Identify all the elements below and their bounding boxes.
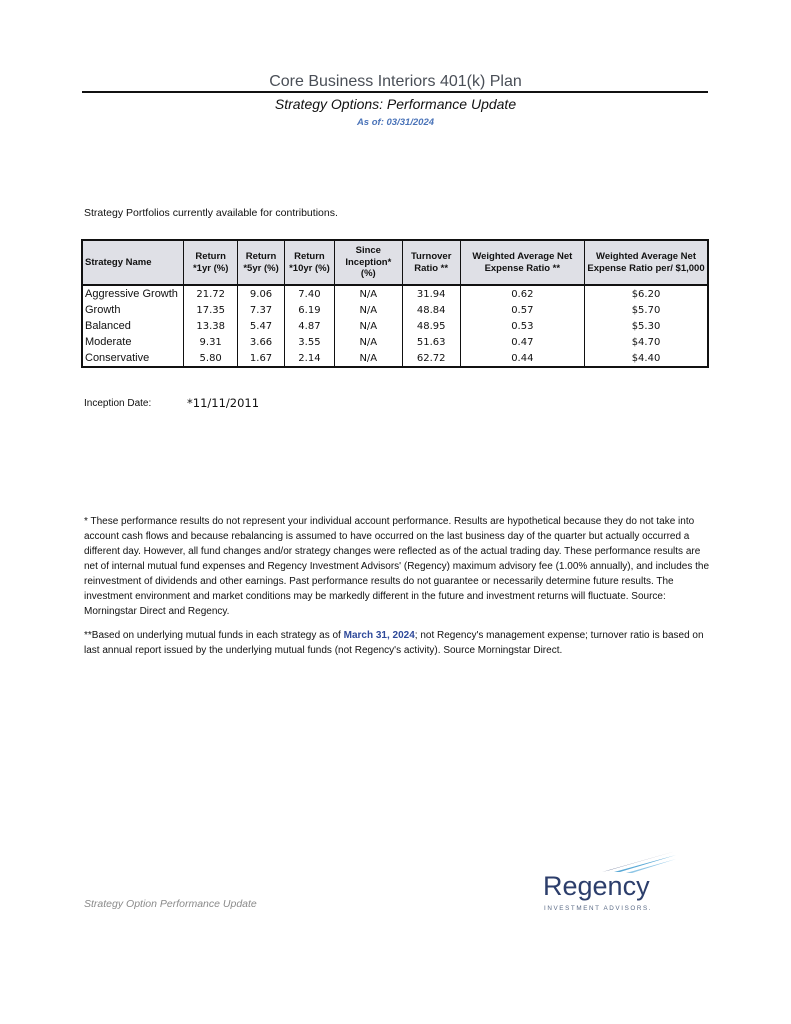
table-cell: 5.80 — [183, 350, 239, 367]
table-cell: 0.47 — [459, 334, 586, 350]
inception-label: Inception Date: — [84, 398, 152, 409]
column-header: Weighted Average Net Expense Ratio per/ … — [584, 239, 709, 286]
table-cell: 48.84 — [401, 302, 461, 318]
page-footer: Strategy Option Performance Update — [84, 898, 257, 910]
table-cell: 9.31 — [183, 334, 239, 350]
strategy-name-cell: Moderate — [81, 334, 185, 350]
table-cell: 48.95 — [401, 318, 461, 334]
footnote-text: **Based on underlying mutual funds in ea… — [84, 630, 344, 641]
table-header-row: Strategy Name Return *1yr (%) Return *5y… — [81, 239, 709, 286]
svg-text:INVESTMENT ADVISORS.: INVESTMENT ADVISORS. — [544, 905, 652, 912]
performance-disclaimer: * These performance results do not repre… — [84, 516, 710, 617]
table-cell: 2.14 — [284, 350, 335, 367]
table-cell: 7.40 — [284, 285, 335, 302]
strategy-name-cell: Conservative — [81, 350, 185, 367]
table-cell: N/A — [333, 350, 403, 367]
column-header: Strategy Name — [81, 239, 185, 286]
table-cell: N/A — [333, 285, 403, 302]
as-of-date: As of: 03/31/2024 — [356, 117, 435, 128]
column-header: Return *1yr (%) — [183, 239, 239, 286]
table-cell: 9.06 — [237, 285, 285, 302]
table-cell: 7.37 — [237, 302, 285, 318]
page-subtitle: Strategy Options: Performance Update — [274, 96, 517, 112]
table-cell: 0.44 — [459, 350, 586, 367]
table-cell: 3.55 — [284, 334, 335, 350]
table-cell: $6.20 — [584, 285, 709, 302]
strategy-performance-table: Strategy Name Return *1yr (%) Return *5y… — [81, 239, 709, 368]
table-row: Growth 17.35 7.37 6.19 N/A 48.84 0.57 $5.70 — [81, 302, 709, 318]
column-header: Return *10yr (%) — [284, 239, 335, 286]
table-cell: N/A — [333, 334, 403, 350]
table-cell: N/A — [333, 302, 403, 318]
table-cell: N/A — [333, 318, 403, 334]
table-cell: 13.38 — [183, 318, 239, 334]
table-cell: 1.67 — [237, 350, 285, 367]
table-row: Conservative 5.80 1.67 2.14 N/A 62.72 0.44 $4.4… — [81, 350, 709, 367]
intro-text: Strategy Portfolios currently available … — [84, 207, 338, 219]
table-cell: 4.87 — [284, 318, 335, 334]
table-cell: 0.53 — [459, 318, 586, 334]
table-cell: 17.35 — [183, 302, 239, 318]
table-cell: 21.72 — [183, 285, 239, 302]
table-row: Aggressive Growth 21.72 9.06 7.40 N/A 31.94 0.… — [81, 285, 709, 302]
expense-footnote: **Based on underlying mutual funds in ea… — [84, 628, 714, 658]
table-cell: 0.62 — [459, 285, 586, 302]
table-cell: $4.70 — [584, 334, 709, 350]
strategy-name-cell: Aggressive Growth — [81, 285, 185, 302]
footnote-text: ; not Regency's management expense; turn… — [84, 630, 704, 656]
regency-wing-icon: Regency INVESTMENT ADVISORS. — [543, 851, 676, 912]
column-header: Weighted Average Net Expense Ratio ** — [459, 239, 586, 286]
regency-logo: Regency INVESTMENT ADVISORS. — [540, 848, 680, 914]
table-row: Moderate 9.31 3.66 3.55 N/A 51.63 0.47 $4.70 — [81, 334, 709, 350]
column-header: Turnover Ratio ** — [401, 239, 461, 286]
column-header: Since Inception* (%) — [333, 239, 403, 286]
svg-text:Regency: Regency — [543, 871, 650, 901]
title-divider — [82, 91, 708, 93]
strategy-name-cell: Balanced — [81, 318, 185, 334]
strategy-name-cell: Growth — [81, 302, 185, 318]
table-cell: $4.40 — [584, 350, 709, 367]
table-cell: 31.94 — [401, 285, 461, 302]
table-row: Balanced 13.38 5.47 4.87 N/A 48.95 0.53 $5.30 — [81, 318, 709, 334]
table-cell: 5.47 — [237, 318, 285, 334]
table-cell: 0.57 — [459, 302, 586, 318]
table-cell: $5.30 — [584, 318, 709, 334]
table-cell: 6.19 — [284, 302, 335, 318]
footnote-date: March 31, 2024 — [343, 630, 415, 641]
column-header: Return *5yr (%) — [237, 239, 285, 286]
table-cell: $5.70 — [584, 302, 709, 318]
table-cell: 62.72 — [401, 350, 461, 367]
plan-title: Core Business Interiors 401(k) Plan — [269, 73, 522, 90]
table-cell: 51.63 — [401, 334, 461, 350]
table-cell: 3.66 — [237, 334, 285, 350]
inception-date: *11/11/2011 — [187, 396, 260, 410]
